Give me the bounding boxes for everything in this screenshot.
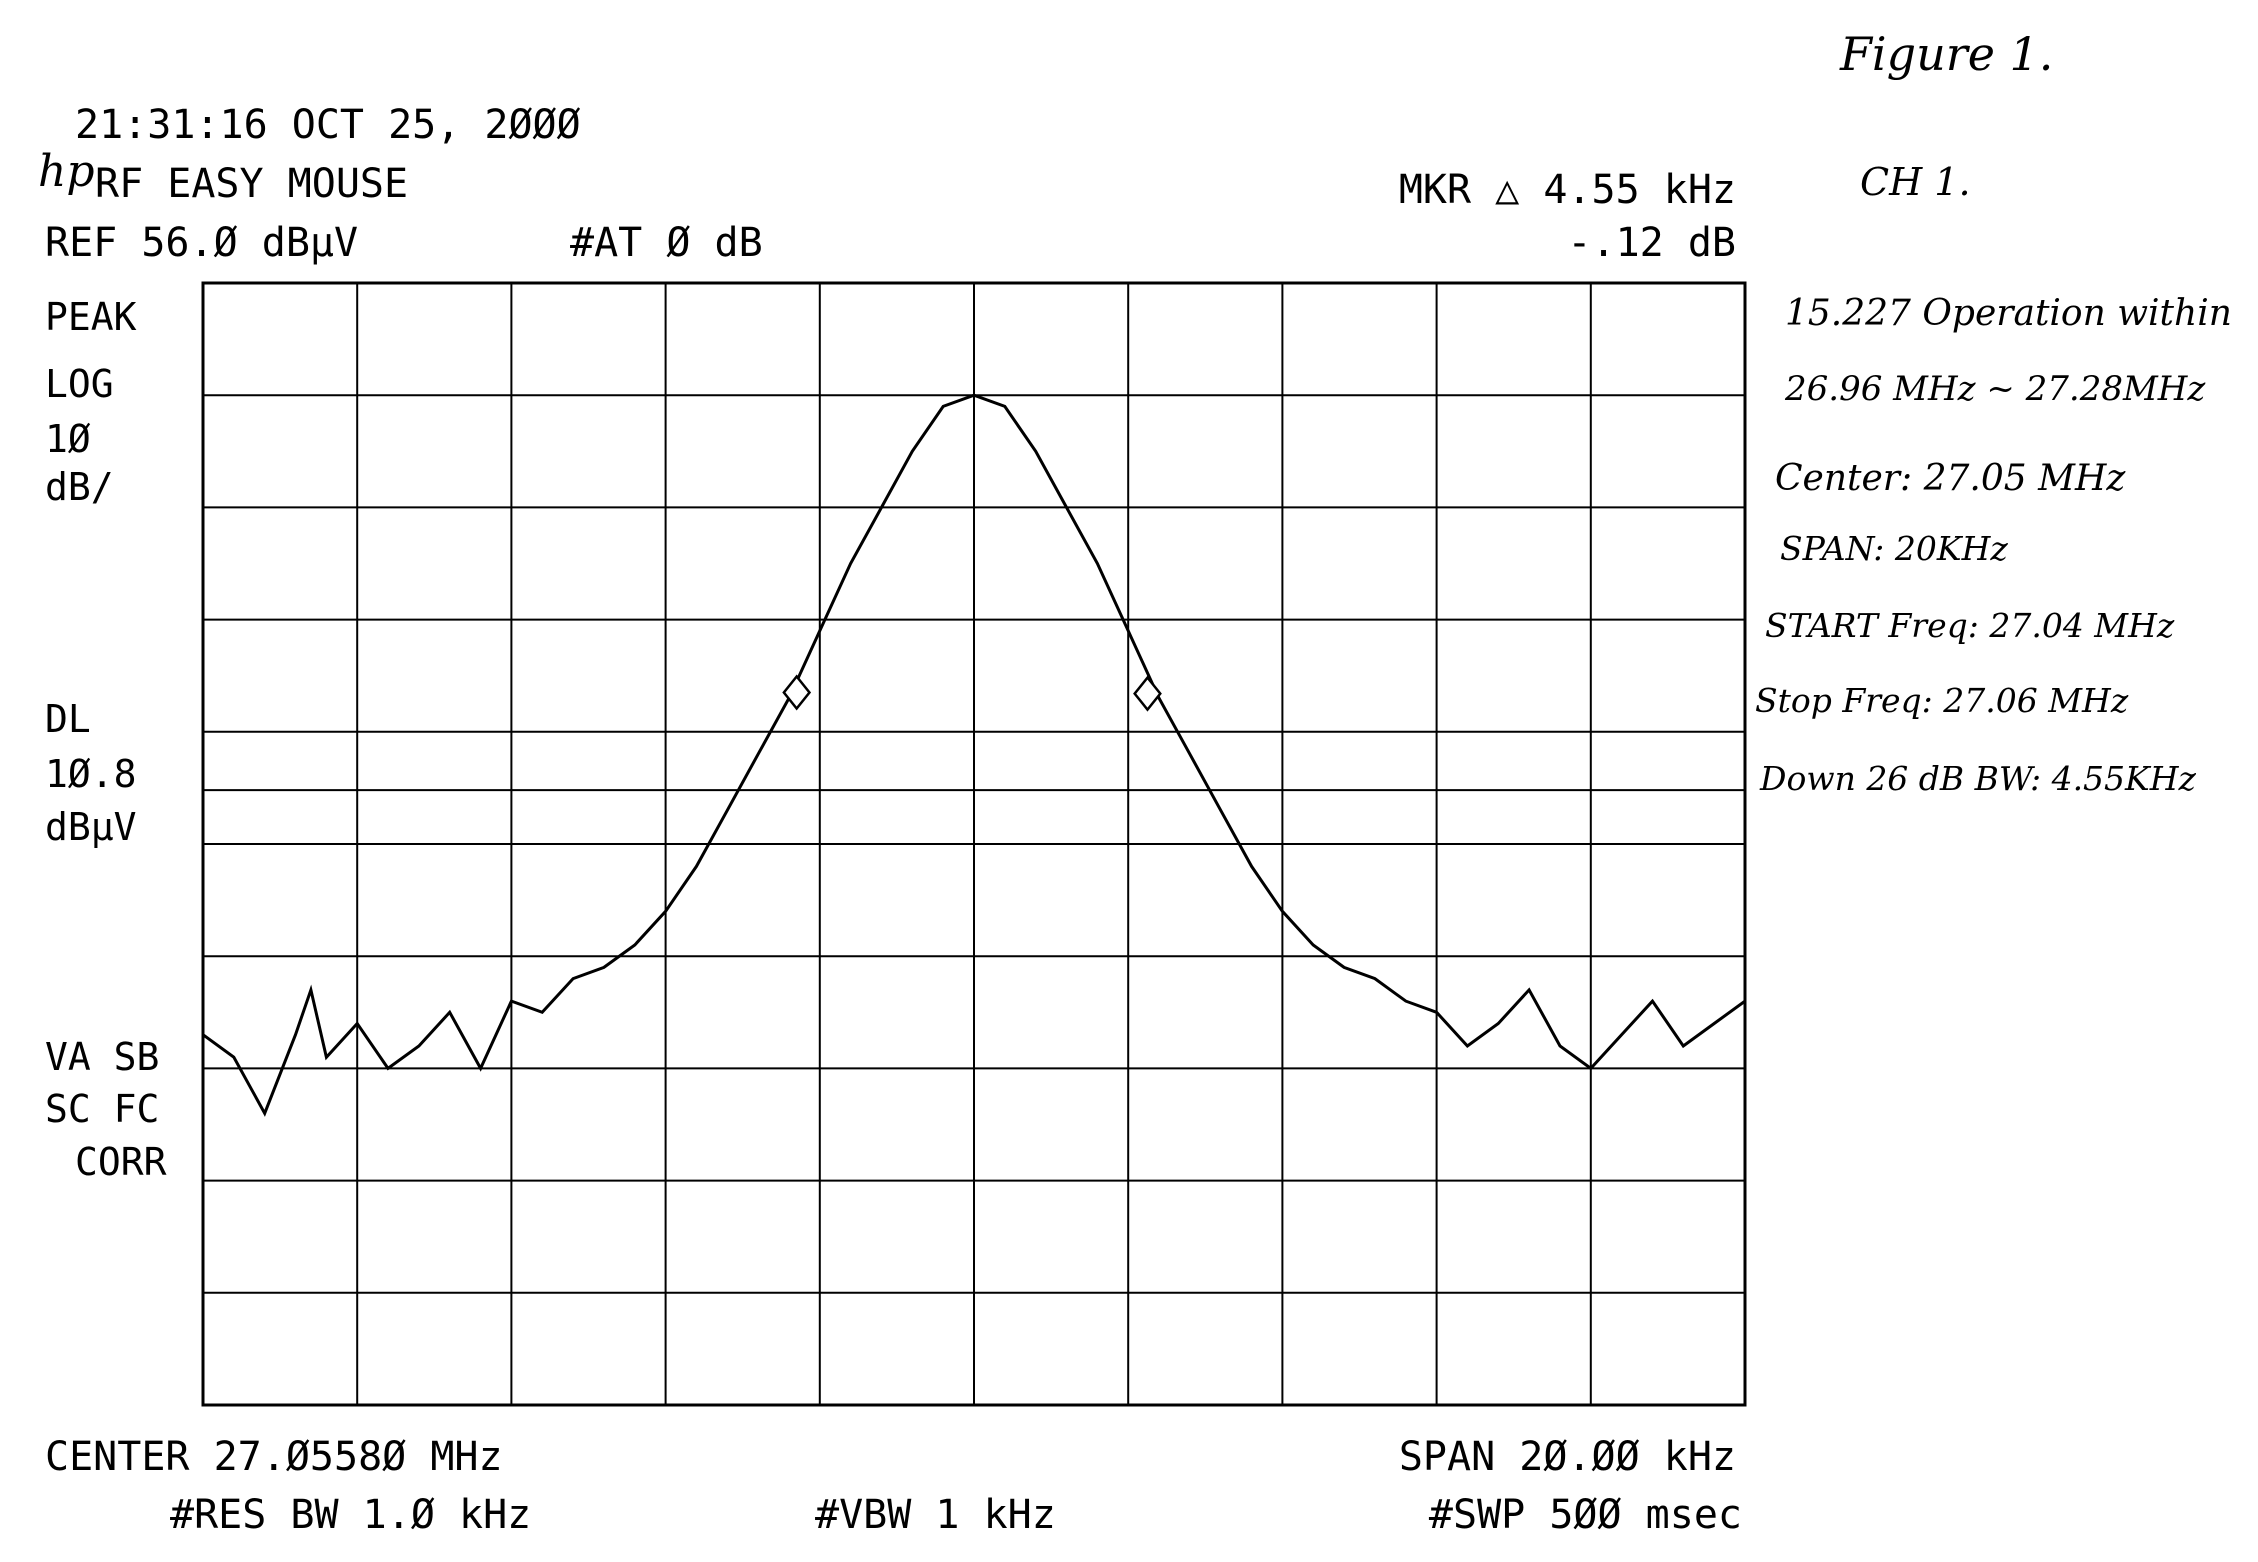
status-va-sb: VA SB: [45, 1035, 159, 1079]
channel-label: CH 1.: [1860, 160, 1971, 204]
note-start-freq: START Freq: 27.04 MHz: [1765, 606, 2175, 645]
marker-diamond-2: [1133, 675, 1162, 712]
sweep-time: #SWP 5ØØ msec: [1429, 1492, 1742, 1538]
note-span: SPAN: 20KHz: [1780, 529, 2008, 568]
ref-level: REF 56.Ø dBµV: [45, 220, 358, 266]
note-center: Center: 27.05 MHz: [1775, 458, 2126, 499]
figure-label: Figure 1.: [1839, 27, 2053, 81]
display-line-value: 1Ø.8: [45, 752, 137, 796]
span: SPAN 2Ø.ØØ kHz: [1399, 1434, 1736, 1480]
mode-label: RF EASY MOUSE: [95, 161, 408, 207]
status-sc-fc: SC FC: [45, 1087, 159, 1131]
scale-type: LOG: [45, 362, 114, 406]
scale-value: 1Ø: [45, 417, 91, 461]
marker-delta-label: MKR △ 4.55 kHz: [1399, 167, 1736, 213]
markers: [782, 674, 1162, 712]
timestamp: 21:31:16 OCT 25, 2ØØØ: [75, 102, 581, 148]
spectrum-trace: [202, 393, 1746, 1117]
status-corr: CORR: [75, 1140, 167, 1184]
graticule: [201, 281, 1747, 1407]
marker-delta-value: -.12 dB: [1567, 220, 1736, 266]
hp-logo: hp: [38, 146, 95, 197]
note-operation: 15.227 Operation within: [1785, 293, 2232, 334]
center-frequency: CENTER 27.Ø558Ø MHz: [45, 1434, 503, 1480]
video-bandwidth: #VBW 1 kHz: [815, 1492, 1056, 1538]
note-stop-freq: Stop Freq: 27.06 MHz: [1755, 681, 2129, 720]
note-band: 26.96 MHz ~ 27.28MHz: [1784, 369, 2206, 409]
display-line-label: DL: [45, 697, 91, 741]
marker-diamond-1: [782, 674, 812, 711]
note-bandwidth: Down 26 dB BW: 4.55KHz: [1759, 759, 2196, 798]
attenuation: #AT Ø dB: [570, 220, 763, 266]
scale-unit: dB/: [45, 465, 114, 509]
display-line-unit: dBµV: [45, 805, 137, 849]
detector-label: PEAK: [45, 295, 137, 339]
resolution-bandwidth: #RES BW 1.Ø kHz: [170, 1492, 531, 1538]
